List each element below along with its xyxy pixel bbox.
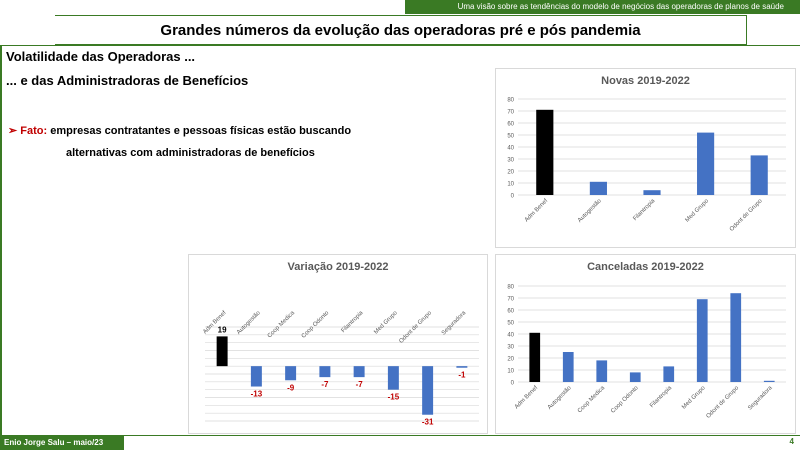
heading-administradoras: ... e das Administradoras de Benefícios [6, 73, 249, 88]
arrow-bullet-icon: ➢ [8, 125, 18, 137]
x-tick-label: Med Grupo [681, 385, 707, 411]
y-tick-label: 20 [507, 170, 514, 176]
y-tick-label: 30 [507, 345, 514, 351]
x-tick-label: Adm Benef [524, 198, 549, 223]
bar [763, 380, 775, 382]
chart-variacao-panel: Variação 2019-2022 19 Adm Benef -13 Autoges… [188, 254, 488, 434]
x-tick-label: Adm Benef [514, 385, 539, 410]
x-tick-label: Med Grupo [685, 198, 711, 224]
footer-divider [0, 435, 800, 436]
data-label: -9 [287, 383, 295, 392]
data-label: -1 [458, 371, 466, 380]
chart-canceladas-panel: Canceladas 2019-2022 0 10 20 30 40 50 60 70 80 Ad… [495, 254, 796, 434]
bar [456, 366, 468, 368]
x-tick-label: Odont de Grupo [729, 198, 764, 233]
bar [589, 181, 607, 195]
title-divider [0, 45, 800, 46]
y-tick-label: 0 [511, 381, 515, 387]
y-tick-label: 10 [507, 182, 514, 188]
bar [250, 366, 262, 387]
bar [422, 366, 434, 415]
y-tick-label: 40 [507, 333, 514, 339]
data-label: 19 [218, 325, 227, 334]
bar [216, 336, 228, 367]
chart-variacao-title: Variação 2019-2022 [287, 261, 389, 273]
x-tick-label: Autogestão [236, 310, 262, 336]
y-tick-label: 50 [507, 134, 514, 140]
y-tick-label: 30 [507, 158, 514, 164]
bar [629, 372, 641, 382]
x-tick-label: Seguradora [441, 310, 468, 337]
y-tick-label: 80 [507, 285, 514, 291]
left-accent-bar [0, 45, 2, 435]
fato-text-1: empresas contratantes e pessoas físicas … [50, 125, 352, 137]
fato-text-2: alternativas com administradoras de bene… [66, 147, 315, 159]
data-label: -7 [321, 380, 329, 389]
x-tick-label: Filantropia [649, 385, 674, 410]
chart-novas-title: Novas 2019-2022 [601, 75, 690, 87]
x-tick-label: Odont de Grupo [705, 385, 740, 420]
footer-author: Enio Jorge Salu – maio/23 [0, 436, 124, 450]
chart-canceladas-title: Canceladas 2019-2022 [587, 261, 704, 273]
slide-title: Grandes números da evolução das operador… [55, 15, 747, 45]
x-tick-label: Coop Odonto [610, 385, 640, 415]
y-tick-label: 40 [507, 146, 514, 152]
x-tick-label: Filantropia [340, 310, 365, 335]
x-tick-label: Autogestão [577, 198, 603, 224]
data-label: -7 [356, 380, 364, 389]
heading-operadoras: Volatilidade das Operadoras ... [6, 49, 196, 64]
bar [536, 109, 554, 195]
y-tick-label: 60 [507, 309, 514, 315]
data-label: -13 [251, 390, 263, 399]
bar [596, 360, 608, 382]
chart-novas-panel: Novas 2019-2022 0 10 20 30 40 50 60 70 80 Adm Ben… [495, 68, 796, 248]
x-tick-label: Autogestão [547, 385, 573, 411]
page-number: 4 [789, 437, 794, 446]
y-tick-label: 50 [507, 321, 514, 327]
fato-label: Fato: [20, 125, 48, 137]
bar [663, 366, 675, 382]
bar [387, 366, 399, 390]
y-tick-label: 70 [507, 110, 514, 116]
bar [353, 366, 365, 378]
y-tick-label: 60 [507, 122, 514, 128]
bar [643, 190, 661, 195]
bar [529, 332, 541, 382]
bar [562, 352, 574, 382]
fato-line-1: ➢ Fato: empresas contratantes e pessoas … [8, 124, 351, 137]
bar [750, 155, 768, 195]
x-tick-label: Coop Medica [577, 385, 607, 415]
y-tick-label: 10 [507, 369, 514, 375]
bar [697, 132, 715, 195]
x-tick-label: Seguradora [747, 385, 774, 412]
bar [730, 293, 742, 382]
top-banner: Uma visão sobre as tendências do modelo … [405, 0, 800, 14]
bar [696, 299, 708, 382]
y-tick-label: 20 [507, 357, 514, 363]
chart-novas-svg: 0 10 20 30 40 50 60 70 80 Adm Benef Autogestão Fila… [507, 98, 786, 233]
data-label: -15 [388, 393, 400, 402]
y-tick-label: 80 [507, 98, 514, 104]
x-tick-label: Filantropia [632, 198, 657, 223]
data-label: -31 [422, 418, 434, 427]
y-tick-label: 0 [511, 194, 515, 200]
x-tick-label: Med Grupo [373, 310, 399, 336]
bar [285, 366, 297, 381]
y-tick-label: 70 [507, 297, 514, 303]
bar [319, 366, 331, 378]
